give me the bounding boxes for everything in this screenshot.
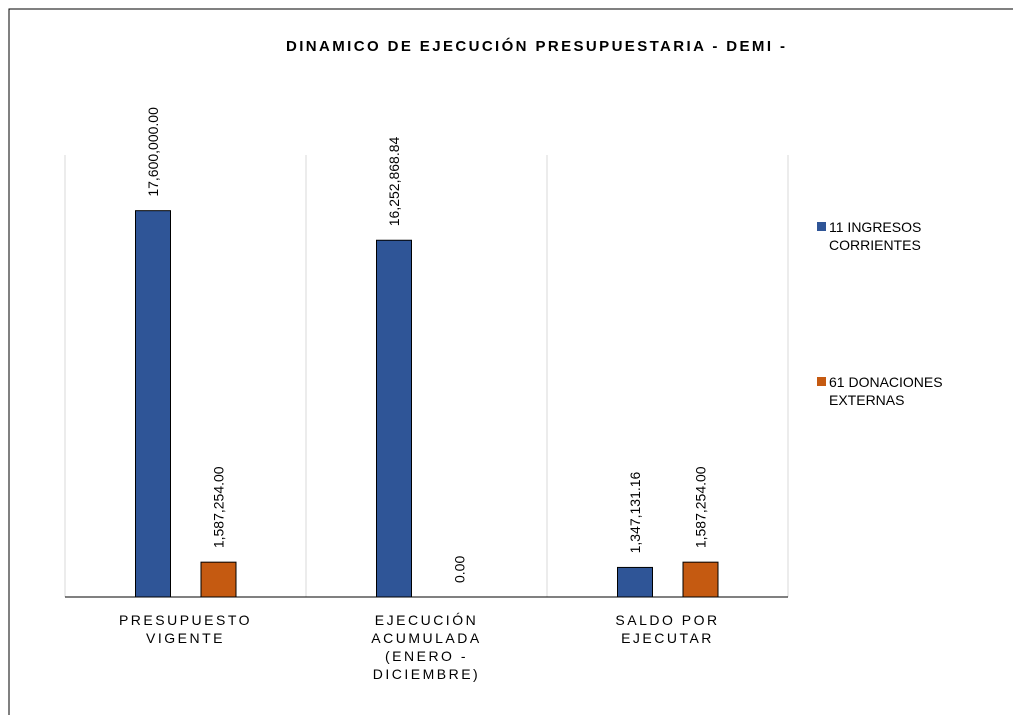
x-tick-label: PRESUPUESTO VIGENTE: [119, 612, 252, 646]
data-label: 17,600,000.00: [145, 107, 161, 197]
data-label: 16,252,868.84: [386, 137, 402, 227]
data-label: 1,587,254.00: [211, 466, 227, 548]
data-label: 1,587,254.00: [693, 466, 709, 548]
legend-label: 61 DONACIONES EXTERNAS: [829, 374, 943, 408]
legend-swatch: [817, 377, 826, 386]
x-tick-label: SALDO POR EJECUTAR: [615, 612, 719, 646]
data-label: 1,347,131.16: [627, 471, 643, 553]
legend-label: 11 INGRESOS CORRIENTES: [829, 219, 921, 253]
bar: [682, 561, 719, 598]
bar: [376, 239, 412, 598]
chart-frame: [8, 8, 1013, 715]
legend-swatch: [817, 222, 826, 231]
bar: [200, 561, 237, 598]
chart-title: DINAMICO DE EJECUCIÓN PRESUPUESTARIA - D…: [286, 37, 787, 55]
bar: [135, 210, 171, 598]
x-tick-label: EJECUCIÓN ACUMULADA (ENERO -DICIEMBRE): [371, 612, 481, 682]
bar: [617, 566, 653, 598]
data-label: 0.00: [452, 556, 468, 583]
